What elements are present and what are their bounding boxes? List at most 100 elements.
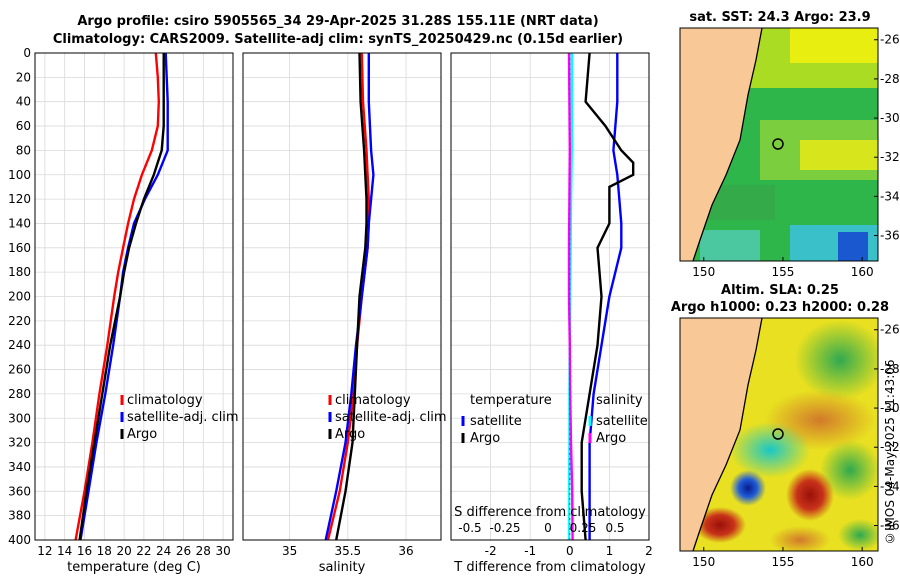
sst-coastline (692, 28, 763, 261)
map-x-tick-label: 155 (772, 555, 795, 569)
y-tick-label: 220 (8, 314, 31, 328)
figure-title-line2: Climatology: CARS2009. Satellite-adj cli… (52, 32, 624, 47)
x-axis-label: salinity (319, 560, 366, 575)
s-tick-label: 0 (544, 521, 552, 535)
y-tick-label: 160 (8, 241, 31, 255)
profile-panel-1: 12 14 16 18 20 22 24 26 28 30 temperature (deg C) 0… (8, 46, 239, 575)
sst-argo-marker (772, 138, 784, 150)
series-satellite-adj.-clim (324, 53, 375, 541)
map-y-tick-label: -28 (880, 362, 900, 376)
panel-frame (242, 52, 442, 541)
x-tick-label: 2 (645, 544, 653, 558)
x-tick-label: 12 (37, 544, 52, 558)
sst-map-title: sat. SST: 24.3 Argo: 23.9 (689, 10, 871, 25)
y-tick-label: 180 (8, 265, 31, 279)
legend-label: climatology (127, 393, 203, 408)
map-y-tick-label: -32 (880, 150, 900, 164)
panel-frame (34, 52, 234, 541)
y-tick-label: 340 (8, 460, 31, 474)
y-tick-label: 60 (16, 119, 31, 133)
sst-land (680, 28, 762, 261)
y-tick-label: 400 (8, 533, 31, 547)
y-tick-label: 300 (8, 411, 31, 425)
series-satellite-adj.-clim (79, 52, 169, 541)
sla-argo-marker (772, 428, 784, 440)
sla-map-subtitle: Argo h1000: 0.23 h2000: 0.28 (670, 300, 890, 315)
sla-map-title: Altim. SLA: 0.25 (721, 283, 839, 298)
x-tick-label: 26 (176, 544, 191, 558)
legend-header-temperature: temperature (470, 393, 552, 408)
map-x-tick-label: 160 (851, 265, 874, 279)
sst-map (680, 28, 878, 261)
x-axis-label: T difference from climatology (453, 560, 646, 575)
s-axis-label: S difference from climatology (454, 505, 646, 520)
x-tick-label: 35.5 (334, 544, 361, 558)
y-tick-label: 40 (16, 95, 31, 109)
x-tick-label: 28 (196, 544, 211, 558)
map-y-tick-label: -28 (880, 72, 900, 86)
legend-label: climatology (335, 393, 411, 408)
legend-header-salinity: salinity (596, 393, 643, 408)
x-tick-label: 0 (566, 544, 574, 558)
legend-label: satellite-adj. clim (335, 410, 447, 425)
sla-land (680, 318, 762, 551)
map-y-tick-label: -34 (880, 189, 900, 203)
y-tick-label: 20 (16, 70, 31, 84)
series-temperature-Argo (580, 52, 635, 541)
x-tick-label: 20 (116, 544, 131, 558)
series-temperature-satellite (588, 53, 623, 540)
sla-map-frame (679, 317, 879, 552)
series-climatology (74, 52, 161, 541)
legend-label: Argo (335, 427, 365, 442)
profile-panel-3: -2 -1 0 1 2 T difference from climatology temp… (450, 52, 653, 575)
map-y-tick-label: -26 (880, 323, 900, 337)
map-x-tick-label: 160 (851, 555, 874, 569)
x-tick-label: 16 (77, 544, 92, 558)
x-tick-label: 24 (156, 544, 171, 558)
y-tick-label: 240 (8, 338, 31, 352)
s-tick-label: 0.5 (605, 521, 624, 535)
y-tick-label: 260 (8, 363, 31, 377)
legend-label: satellite-adj. clim (127, 410, 239, 425)
legend-label: Argo (127, 427, 157, 442)
legend-label: satellite (470, 414, 522, 429)
sla-map (680, 318, 878, 551)
y-tick-label: 280 (8, 387, 31, 401)
s-tick-label: 0.25 (570, 521, 597, 535)
x-tick-label: -1 (524, 544, 536, 558)
y-tick-label: 80 (16, 143, 31, 157)
map-x-tick-label: 150 (692, 265, 715, 279)
panel-frame (450, 52, 650, 541)
y-tick-label: 200 (8, 290, 31, 304)
y-tick-label: 360 (8, 484, 31, 498)
y-tick-label: 0 (23, 46, 31, 60)
x-tick-label: 14 (57, 544, 72, 558)
map-axes: 150 155 160 -26 -28 -30 -32 -34 -36 150 155 160 -26 -… (692, 33, 899, 569)
y-tick-label: 140 (8, 216, 31, 230)
map-y-tick-label: -26 (880, 33, 900, 47)
x-tick-label: 22 (136, 544, 151, 558)
legend-label: Argo (596, 431, 626, 446)
legend-label: Argo (470, 431, 500, 446)
figure-title-line1: Argo profile: csiro 5905565_34 29-Apr-20… (77, 14, 599, 29)
map-x-tick-label: 155 (772, 265, 795, 279)
map-y-tick-label: -30 (880, 401, 900, 415)
map-y-tick-label: -34 (880, 479, 900, 493)
y-tick-label: 100 (8, 168, 31, 182)
map-y-tick-label: -36 (880, 519, 900, 533)
legend-label: satellite (596, 414, 648, 429)
x-tick-label: 36 (398, 544, 413, 558)
map-y-tick-label: -30 (880, 111, 900, 125)
series-Argo (335, 52, 368, 541)
s-tick-label: -0.5 (458, 521, 481, 535)
profile-panel-2: 35 35.5 36 salinity climatology satellite-adj… (242, 52, 447, 575)
map-y-tick-label: -32 (880, 440, 900, 454)
y-tick-label: 320 (8, 436, 31, 450)
y-tick-label: 120 (8, 192, 31, 206)
y-tick-label: 380 (8, 509, 31, 523)
x-tick-label: 1 (606, 544, 614, 558)
map-x-tick-label: 150 (692, 555, 715, 569)
series-Argo (78, 53, 165, 541)
